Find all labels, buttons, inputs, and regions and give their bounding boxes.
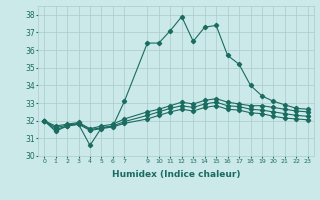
X-axis label: Humidex (Indice chaleur): Humidex (Indice chaleur) — [112, 170, 240, 179]
